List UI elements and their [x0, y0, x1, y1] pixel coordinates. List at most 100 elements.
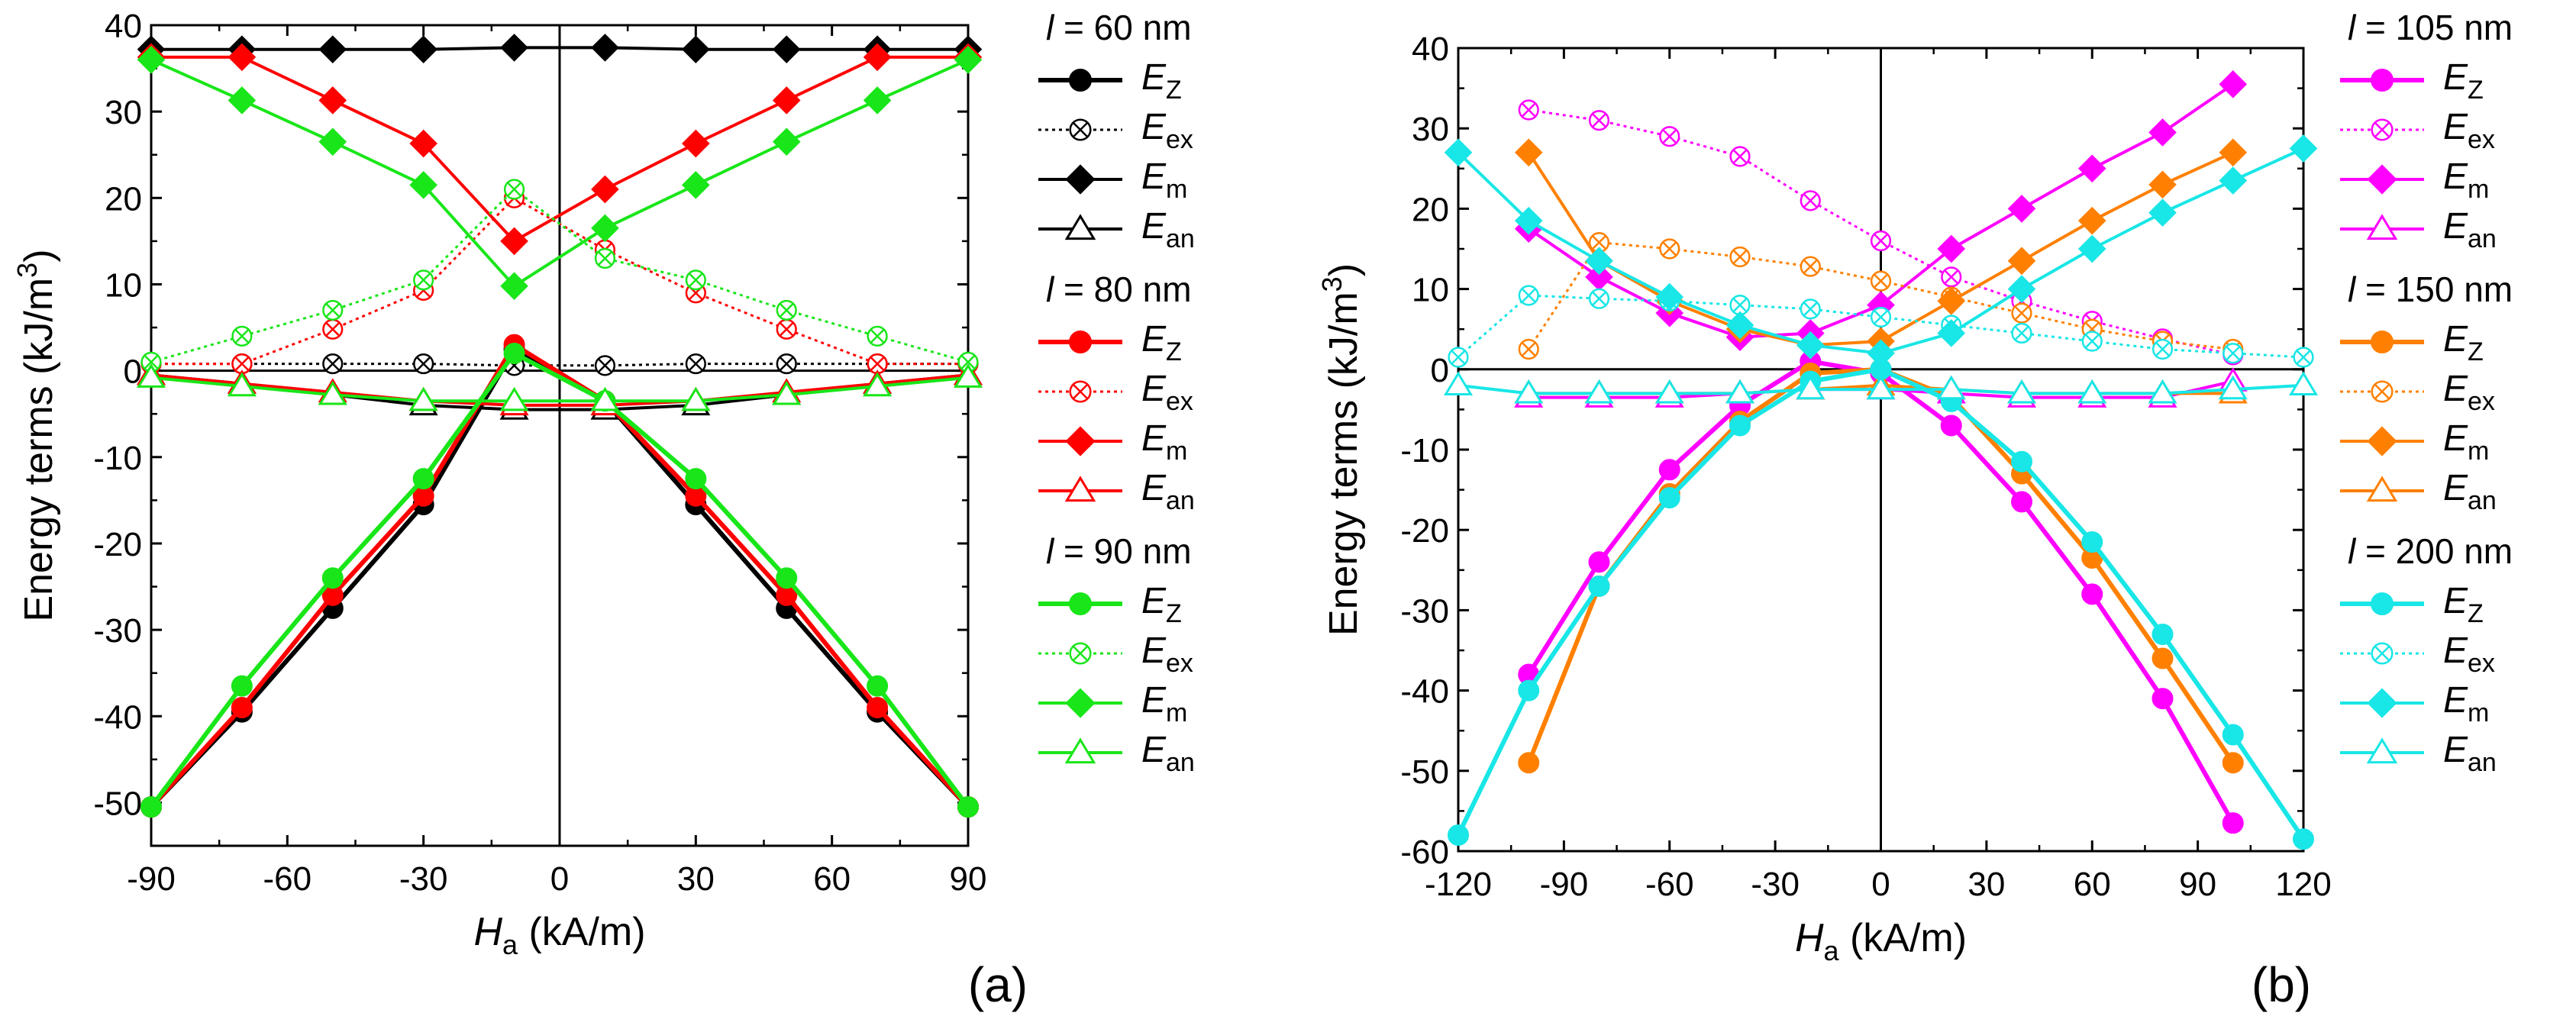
data-point-ez [2081, 531, 2103, 553]
data-point-ean [499, 386, 529, 411]
data-point-eex-cross [1521, 288, 1536, 303]
data-point-eex-cross [2014, 305, 2029, 321]
data-point-ean [408, 386, 438, 411]
legend-label-subscript: ex [2468, 125, 2495, 154]
data-point-eex-cross [597, 358, 613, 373]
data-point-eex [1518, 285, 1539, 306]
legend-label-ean: Ean [2443, 206, 2497, 253]
data-point-ean [318, 380, 347, 405]
data-point-eex-cross [1803, 302, 1818, 317]
data-point-eex [322, 318, 344, 340]
data-point-ean [1866, 375, 1896, 400]
legend-group-title: l = 150 nm [2348, 269, 2513, 309]
data-point-eex-cross [2084, 334, 2100, 349]
data-point-eex [1448, 347, 1469, 368]
legend-marker-eex [2371, 118, 2394, 141]
data-point-em [682, 171, 710, 199]
legend-marker-ez [2371, 592, 2394, 615]
data-point-eex-cross [779, 356, 794, 372]
data-point-eex-cross [2014, 325, 2029, 341]
data-point-em [1514, 138, 1543, 167]
x-tick-label: 0 [1871, 866, 1890, 903]
legend-label-em: Em [2443, 680, 2489, 727]
data-point-eex-cross [325, 356, 341, 372]
data-point-eex-cross [325, 321, 341, 337]
data-point-eex-cross [688, 356, 703, 372]
y-axis-title-text: Energy terms (kJ/m [1322, 292, 1366, 636]
legend-label-eex: Eex [1141, 369, 1193, 416]
legend-label-subscript: Z [1166, 76, 1182, 105]
data-point-em [2007, 195, 2036, 223]
legend-label-symbol: E [2443, 730, 2468, 770]
data-point-ez [1588, 551, 1610, 573]
data-point-eex [1729, 246, 1751, 268]
data-point-em [1937, 287, 1966, 315]
data-point-eex-cross [1662, 241, 1677, 256]
data-point-eex [2293, 347, 2314, 368]
data-point-eex-cross [1451, 350, 1466, 365]
data-point-ez [2222, 752, 2244, 774]
y-tick-label: -40 [1400, 673, 1449, 711]
data-point-ean [590, 386, 620, 411]
legend-label-subscript: an [2468, 748, 2497, 777]
legend-label-symbol: E [2443, 581, 2468, 621]
data-point-ez [1658, 459, 1680, 481]
legend-label-subscript: Z [2468, 599, 2484, 628]
data-point-eex [594, 355, 616, 376]
data-point-em [318, 86, 347, 115]
data-point-eex-cross [1591, 234, 1607, 250]
data-point-em [863, 86, 892, 115]
legend-group-title: l = 80 nm [1046, 269, 1192, 309]
data-point-em [1937, 319, 1966, 347]
y-tick-label: 40 [105, 8, 142, 45]
data-point-ez [412, 468, 434, 490]
legend-group-title: l = 60 nm [1046, 8, 1192, 47]
legend-label-symbol: E [2443, 418, 2468, 459]
data-point-ez [503, 343, 525, 364]
legend-marker-eex [2371, 642, 2394, 665]
x-tick-label: 120 [2275, 866, 2331, 903]
data-point-em [2219, 166, 2248, 195]
series-line-em [150, 58, 969, 288]
data-point-eex [594, 247, 616, 269]
legend-label-eex: Eex [2443, 369, 2495, 416]
data-point-eex [1588, 288, 1610, 309]
y-tick-label: 10 [105, 266, 142, 304]
panel-label: (b) [2252, 957, 2311, 1012]
y-axis-title-end: ) [1322, 263, 1366, 276]
y-tick-label: -50 [1400, 753, 1449, 791]
legend-marker-ez [1069, 331, 1092, 353]
y-tick-label: 10 [1412, 272, 1449, 309]
x-tick-label: 90 [950, 860, 987, 898]
legend-label-symbol: E [2443, 107, 2468, 147]
legend-title-symbol: l [2348, 269, 2357, 309]
legend-label-ean: Ean [1141, 730, 1195, 777]
legend-label-symbol: E [2443, 468, 2468, 508]
data-point-eex [776, 353, 797, 375]
legend-label-subscript: m [2468, 698, 2489, 727]
data-point-eex [413, 353, 434, 375]
data-point-eex-cross [2296, 350, 2311, 365]
legend-label-symbol: E [1141, 206, 1167, 247]
legend-label-subscript: ex [1166, 125, 1193, 154]
legend-label-symbol: E [1141, 418, 1167, 459]
x-tick-label: 60 [2074, 866, 2111, 903]
data-point-eex [322, 299, 344, 321]
data-point-em [2289, 134, 2318, 163]
data-point-em [318, 35, 347, 63]
data-point-ean [1654, 379, 1684, 404]
legend-label-symbol: E [2443, 631, 2468, 671]
data-point-eex-cross [234, 356, 250, 372]
data-point-ez [140, 796, 162, 818]
x-tick-label: -30 [1751, 866, 1800, 903]
legend-marker-em [1065, 164, 1096, 195]
legend-label-symbol: E [1141, 57, 1167, 98]
panel-label: (a) [968, 957, 1028, 1012]
x-axis-title-subscript: a [1824, 935, 1840, 966]
data-point-ez [2011, 491, 2032, 513]
legend-marker-eex-cross [2374, 383, 2390, 400]
x-tick-label: 90 [2179, 866, 2216, 903]
data-point-ean [1514, 379, 1544, 404]
legend-marker-ez [1069, 69, 1092, 92]
data-point-eex [231, 325, 253, 347]
